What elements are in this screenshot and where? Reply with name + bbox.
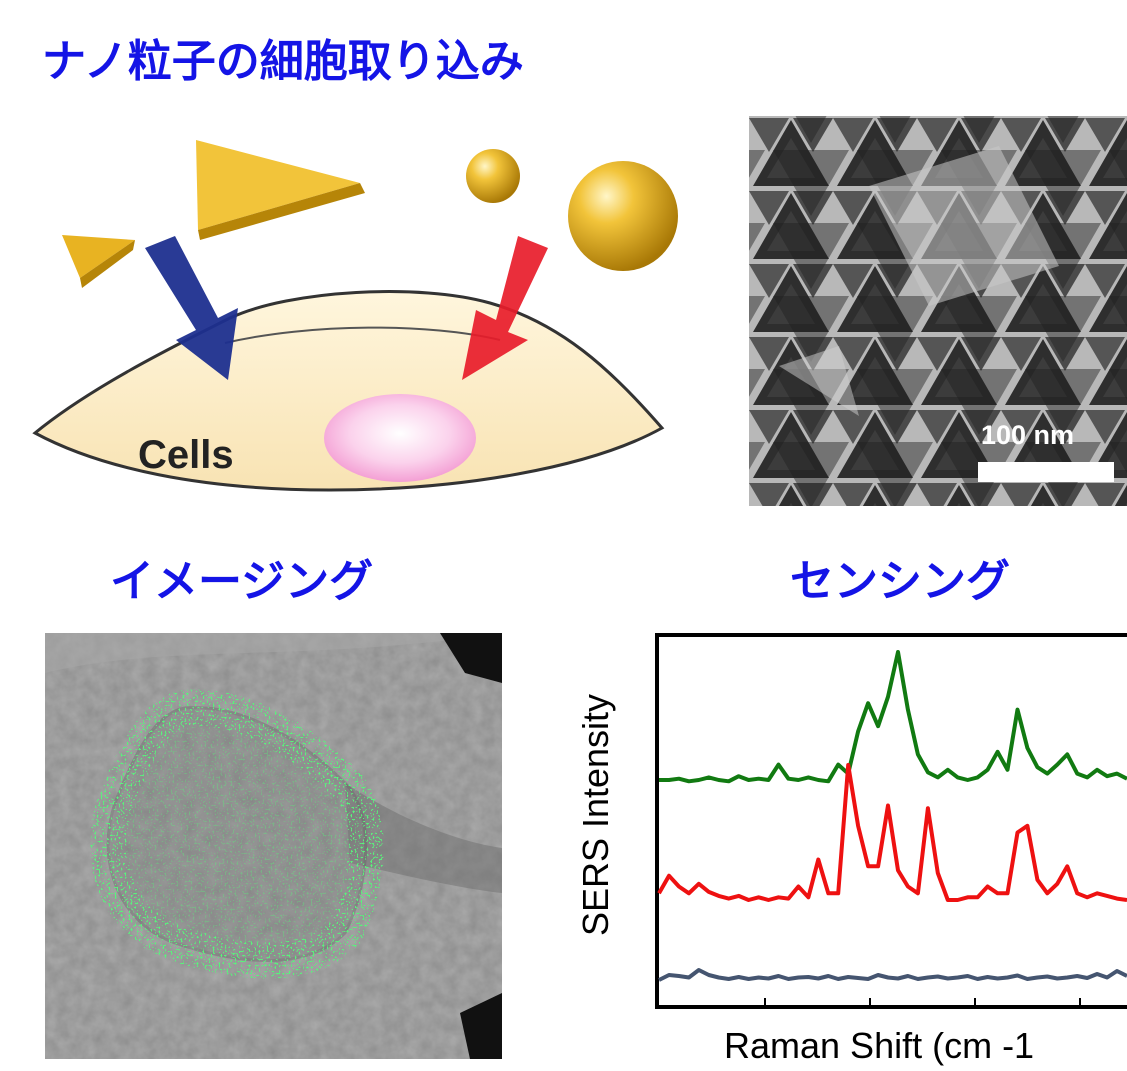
spectrum-line-3 [658,968,1127,982]
gold-triangle-small [62,235,135,278]
cells-label: Cells [138,433,234,477]
spectrum-line-2 [657,763,1127,902]
nucleus [324,394,476,482]
gold-triangle-large [196,140,360,230]
sensing-heading: センシング [790,556,1010,607]
red-arrow-icon [462,236,548,380]
imaging-heading: イメージング [110,556,374,607]
x-axis-label: Raman Shift (cm -1 [724,1025,1034,1066]
spectrum-line-1 [659,650,1127,784]
cell-uptake-illustration: Cells [32,140,678,492]
page-title: ナノ粒子の細胞取り込み [42,36,524,87]
gold-sphere-small [466,149,520,203]
cell-inner-line [224,326,501,344]
plot-frame [655,633,1127,1009]
blue-arrow-icon [145,236,238,380]
cell-microscopy-image [45,633,502,1059]
y-axis-label: SERS Intensity [575,694,616,936]
gold-sphere-large [568,161,678,271]
tem-image: 100 nm [749,116,1127,506]
sers-chart: SERS Intensity Raman Shift (cm -1 [575,633,1127,1066]
scale-bar-label: 100 nm [981,420,1075,450]
scale-bar [978,462,1114,482]
